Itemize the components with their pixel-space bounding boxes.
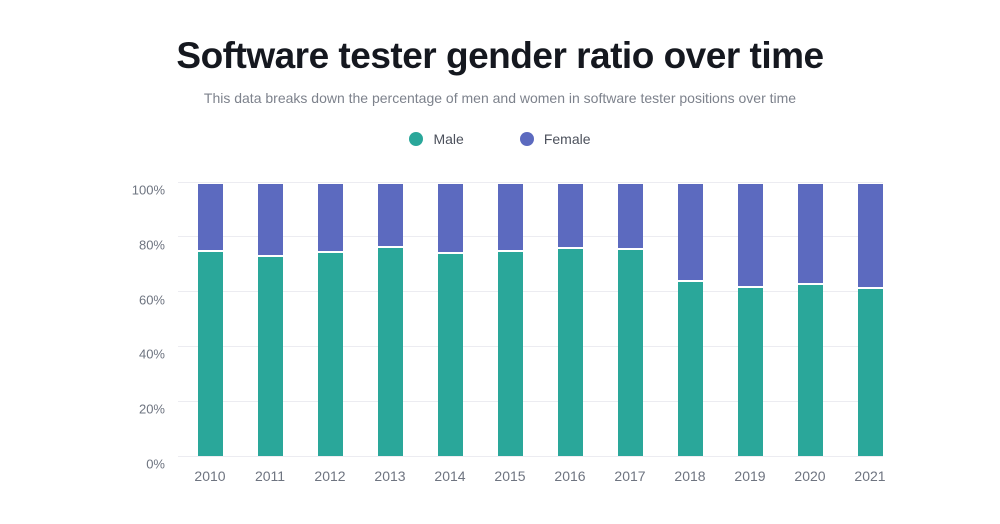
gridline-40: [178, 345, 883, 347]
x-axis-tick-2010: 2010: [194, 468, 226, 484]
chart-subtitle: This data breaks down the percentage of …: [203, 90, 797, 106]
gridline-80: [178, 236, 883, 238]
bar-2018: [677, 183, 703, 456]
bar-segment-female-2018[interactable]: [677, 183, 703, 283]
bar-2010: [197, 183, 223, 456]
bar-2019: [737, 183, 763, 456]
x-axis-tick-2017: 2017: [614, 468, 646, 484]
y-axis-tick-40: 40%: [138, 346, 165, 362]
bar-segment-female-2012[interactable]: [317, 183, 343, 253]
x-axis-tick-2012: 2012: [314, 468, 346, 484]
bar-segment-male-2018[interactable]: [677, 282, 703, 456]
legend-label: Male: [433, 131, 464, 147]
bar-segment-female-2014[interactable]: [437, 183, 463, 254]
bar-segment-female-2013[interactable]: [377, 183, 403, 249]
bar-segment-female-2020[interactable]: [797, 183, 823, 285]
legend-swatch-female: [519, 132, 534, 146]
bar-2013: [377, 183, 403, 456]
bar-segment-female-2021[interactable]: [857, 183, 883, 289]
chart-title: Software tester gender ratio over time: [176, 35, 824, 76]
legend: Male Female: [0, 131, 1000, 147]
x-axis-tick-2014: 2014: [434, 468, 466, 484]
legend-swatch-male: [409, 132, 424, 146]
bar-segment-female-2010[interactable]: [197, 183, 223, 252]
bar-segment-male-2011[interactable]: [257, 257, 283, 456]
y-axis-tick-100: 100%: [131, 182, 165, 198]
bar-segment-male-2020[interactable]: [797, 284, 823, 456]
gridline-100: [178, 181, 883, 183]
bar-2017: [617, 183, 643, 456]
bar-segment-female-2019[interactable]: [737, 183, 763, 288]
bar-segment-male-2021[interactable]: [857, 288, 883, 456]
bar-segment-male-2017[interactable]: [617, 250, 643, 456]
bar-segment-male-2012[interactable]: [317, 252, 343, 456]
x-axis-tick-2018: 2018: [674, 468, 706, 484]
x-axis-tick-2011: 2011: [254, 468, 286, 484]
bar-2011: [257, 183, 283, 456]
bar-segment-male-2016[interactable]: [557, 248, 583, 456]
bar-segment-female-2016[interactable]: [557, 183, 583, 249]
bar-2016: [557, 183, 583, 456]
bar-segment-male-2013[interactable]: [377, 248, 403, 456]
bar-2012: [317, 183, 343, 456]
x-axis-tick-2015: 2015: [494, 468, 526, 484]
bar-segment-male-2010[interactable]: [197, 252, 223, 456]
bar-segment-male-2019[interactable]: [737, 287, 763, 456]
legend-item-female[interactable]: Female: [519, 131, 591, 147]
bar-segment-female-2015[interactable]: [497, 183, 523, 253]
gridline-60: [178, 291, 883, 293]
legend-item-male[interactable]: Male: [409, 131, 464, 147]
bar-2021: [857, 183, 883, 456]
bar-segment-female-2017[interactable]: [617, 183, 643, 251]
plot-area: 0% 20% 40% 60% 80% 100% 2010 2011 2012 2013 2014 20…: [132, 181, 886, 484]
y-axis-tick-0: 0%: [146, 456, 165, 472]
gridline-0: [178, 455, 883, 457]
bar-segment-male-2015[interactable]: [497, 252, 523, 456]
gridline-20: [178, 400, 883, 402]
x-axis-tick-2016: 2016: [554, 468, 586, 484]
x-axis-tick-2021: 2021: [854, 468, 886, 484]
y-axis-tick-20: 20%: [138, 401, 165, 417]
bar-2020: [797, 183, 823, 456]
bar-segment-female-2011[interactable]: [257, 183, 283, 258]
legend-label: Female: [543, 131, 591, 147]
bar-2015: [497, 183, 523, 456]
y-axis-tick-80: 80%: [138, 237, 165, 253]
x-axis-tick-2019: 2019: [734, 468, 766, 484]
y-axis-tick-60: 60%: [138, 292, 165, 308]
x-axis-tick-2013: 2013: [374, 468, 406, 484]
bar-2014: [437, 183, 463, 456]
bar-segment-male-2014[interactable]: [437, 253, 463, 456]
x-axis-tick-2020: 2020: [794, 468, 826, 484]
